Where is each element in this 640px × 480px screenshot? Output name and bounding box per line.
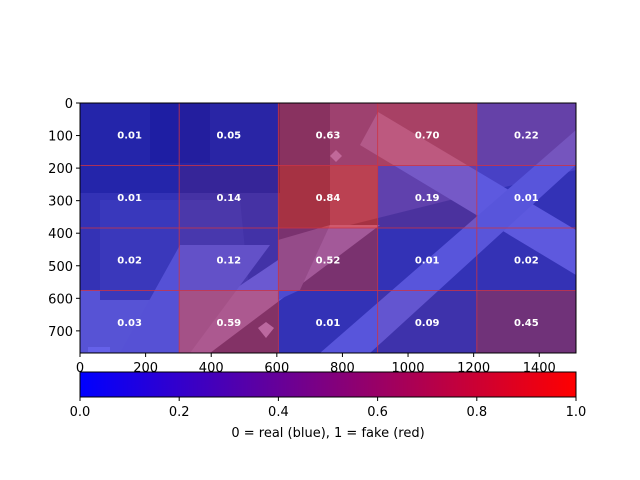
y-tick-label: 400: [48, 227, 73, 242]
y-axis: 0 100 200 300 400 500 600 700: [48, 97, 80, 340]
heatmap-cell: [80, 103, 180, 166]
heatmap-cell: [80, 228, 180, 291]
heatmap-grid: [80, 103, 576, 353]
cell-value-label: 0.14: [216, 193, 241, 204]
heatmap-cell: [278, 103, 378, 166]
heatmap-cells: [80, 103, 576, 353]
heatmap-cell: [476, 290, 576, 353]
colorbar-label: 0 = real (blue), 1 = fake (red): [231, 426, 424, 441]
heatmap-cell: [278, 290, 378, 353]
y-tick-label: 600: [48, 292, 73, 307]
cell-value-label: 0.70: [415, 130, 440, 141]
heatmap-cell: [278, 228, 378, 291]
cell-value-label: 0.01: [514, 193, 539, 204]
heatmap-cell: [377, 290, 477, 353]
plot-frame: [79, 102, 577, 354]
colorbar-tick-label: 0.6: [367, 405, 388, 420]
heatmap-cell-labels: 0.01 0.05 0.63 0.70 0.22 0.01 0.14 0.84 0.19 0.01…: [117, 130, 539, 329]
cell-value-label: 0.02: [514, 255, 539, 266]
cell-value-label: 0.01: [117, 193, 142, 204]
cell-value-label: 0.45: [514, 318, 539, 329]
cell-value-label: 0.02: [117, 255, 142, 266]
colorbar-tick-label: 0.8: [466, 405, 487, 420]
y-tick-label: 200: [48, 162, 73, 177]
cell-value-label: 0.59: [216, 318, 241, 329]
cell-value-label: 0.84: [316, 193, 341, 204]
colorbar-tick-label: 1.0: [566, 405, 587, 420]
cell-value-label: 0.19: [415, 193, 440, 204]
y-tick-label: 500: [48, 260, 73, 275]
colorbar: 0.0 0.2 0.4 0.6 0.8 1.0 0 = real (blue), 1 = …: [70, 371, 587, 441]
cell-value-label: 0.01: [316, 318, 341, 329]
cell-value-label: 0.01: [117, 130, 142, 141]
cell-value-label: 0.52: [316, 255, 341, 266]
heatmap-cell: [476, 165, 576, 228]
cell-value-label: 0.63: [316, 130, 341, 141]
heatmap-cell: [377, 228, 477, 291]
y-tick-label: 300: [48, 195, 73, 210]
y-tick-label: 0: [65, 97, 73, 112]
colorbar-ticks: 0.0 0.2 0.4 0.6 0.8 1.0: [70, 397, 587, 420]
colorbar-tick-label: 0.4: [268, 405, 289, 420]
y-tick-label: 700: [48, 325, 73, 340]
cell-value-label: 0.03: [117, 318, 142, 329]
cell-value-label: 0.22: [514, 130, 539, 141]
x-tick-label: 0: [76, 361, 84, 376]
y-tick-label: 100: [48, 130, 73, 145]
cell-value-label: 0.01: [415, 255, 440, 266]
heatmap-cell: [377, 165, 477, 228]
cell-value-label: 0.05: [216, 130, 241, 141]
cell-value-label: 0.12: [216, 255, 241, 266]
cell-value-label: 0.09: [415, 318, 440, 329]
colorbar-tick-label: 0.2: [169, 405, 190, 420]
heatmap-cell: [80, 290, 180, 353]
heatmap-cell: [179, 103, 279, 166]
heatmap-cell: [476, 228, 576, 291]
heatmap-cell: [179, 290, 279, 353]
heatmap-cell: [80, 165, 180, 228]
heatmap-cell: [179, 165, 279, 228]
colorbar-tick-label: 0.0: [70, 405, 91, 420]
heatmap-cell: [476, 103, 576, 166]
heatmap-cell: [377, 103, 477, 166]
colorbar-gradient: [79, 371, 577, 398]
heatmap-cell: [278, 165, 378, 228]
heatmap-cell: [179, 228, 279, 291]
